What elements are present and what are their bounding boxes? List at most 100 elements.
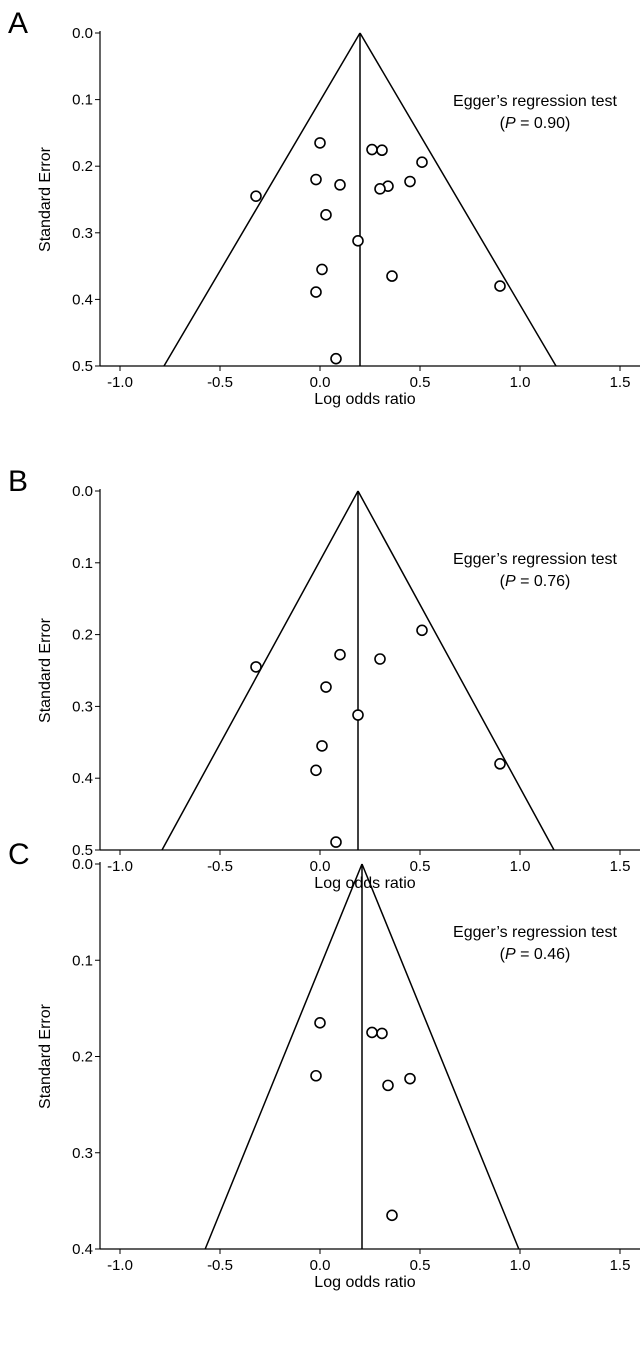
panel-label: B (8, 465, 28, 498)
study-point (320, 681, 332, 693)
y-tick-label: 0.4 (72, 770, 93, 787)
y-tick-label: 0.3 (72, 1145, 93, 1162)
p-value-text: = 0.90) (516, 115, 571, 132)
x-tick-label: -1.0 (107, 374, 133, 391)
panel-label: C (8, 838, 30, 871)
x-tick-label: 0.5 (410, 1257, 431, 1274)
p-symbol: P (505, 946, 516, 963)
y-tick-label: 0.2 (72, 158, 93, 175)
p-symbol: P (505, 573, 516, 590)
study-point (320, 209, 332, 221)
funnel-right-limit (359, 32, 557, 367)
y-axis-label: Standard Error (37, 146, 54, 252)
study-point (310, 286, 322, 298)
x-tick-label: -1.0 (107, 1257, 133, 1274)
x-tick-label: -1.0 (107, 858, 133, 875)
study-point (376, 1027, 388, 1040)
p-open-paren: ( (500, 946, 506, 963)
study-point (404, 1072, 416, 1085)
y-tick-label: 0.2 (72, 1049, 93, 1066)
y-tick-label: 0.1 (72, 555, 93, 572)
x-tick-label: -0.5 (207, 1257, 233, 1274)
y-tick-label: 0.5 (72, 358, 93, 375)
study-point (374, 183, 386, 195)
x-axis-label: Log odds ratio (314, 875, 416, 892)
study-point (382, 1079, 394, 1092)
x-tick-label: -0.5 (207, 374, 233, 391)
egger-test-title: Egger’s regression test (453, 93, 617, 110)
study-point (314, 1017, 326, 1029)
egger-test-title: Egger’s regression test (453, 924, 617, 941)
study-point (376, 144, 388, 157)
y-tick-label: 0.5 (72, 842, 93, 859)
study-point (404, 175, 416, 188)
x-axis-label: Log odds ratio (314, 391, 416, 408)
y-axis-label: Standard Error (37, 1003, 54, 1109)
egger-test-p-value: (P = 0.76) (500, 573, 571, 590)
study-point (494, 758, 506, 770)
x-tick-label: 0.5 (410, 374, 431, 391)
egger-test-title: Egger’s regression test (453, 551, 617, 568)
x-tick-label: 0.5 (410, 858, 431, 875)
x-tick-label: 1.0 (510, 1257, 531, 1274)
study-point (352, 234, 364, 247)
study-point (334, 179, 346, 191)
study-point (316, 263, 328, 276)
study-point (310, 1069, 322, 1082)
y-tick-label: 0.3 (72, 225, 93, 242)
y-tick-label: 0.0 (72, 483, 93, 500)
study-point (494, 280, 506, 292)
funnel-plot-panel-b: B 0.00.10.20.30.40.5-1.0 -0.5 0.0 0.5 1.0 1.5L… (8, 465, 640, 892)
study-point (352, 709, 364, 721)
study-point (416, 624, 428, 637)
x-tick-label: 0.0 (310, 1257, 331, 1274)
x-tick-label: -0.5 (207, 858, 233, 875)
study-point (316, 740, 328, 752)
x-tick-label: 0.0 (310, 374, 331, 391)
x-tick-label: 1.5 (610, 1257, 631, 1274)
study-point (314, 137, 326, 149)
y-tick-label: 0.3 (72, 698, 93, 715)
y-tick-label: 0.0 (72, 25, 93, 42)
funnel-right-limit (357, 490, 555, 851)
x-tick-label: 1.0 (510, 858, 531, 875)
study-point (310, 764, 322, 777)
funnel-left-limit (204, 863, 363, 1250)
panel-label: A (8, 7, 28, 40)
p-open-paren: ( (500, 115, 506, 132)
x-tick-label: 1.0 (510, 374, 531, 391)
x-axis-label: Log odds ratio (314, 1274, 416, 1291)
y-tick-label: 0.1 (72, 92, 93, 109)
study-point (330, 352, 342, 365)
y-tick-label: 0.1 (72, 952, 93, 969)
study-point (416, 156, 428, 169)
y-axis-label: Standard Error (37, 617, 54, 723)
study-point (386, 1209, 398, 1222)
study-point (310, 173, 322, 186)
study-point (366, 143, 378, 156)
x-tick-label: 0.0 (310, 858, 331, 875)
p-symbol: P (505, 115, 516, 132)
funnel-left-limit (163, 32, 361, 367)
p-value-text: = 0.46) (516, 946, 571, 963)
x-tick-label: 1.5 (610, 858, 631, 875)
p-open-paren: ( (500, 573, 506, 590)
p-value-text: = 0.76) (516, 573, 571, 590)
y-tick-label: 0.0 (72, 856, 93, 873)
study-point (366, 1026, 378, 1039)
study-point (334, 648, 346, 661)
study-point (250, 190, 262, 202)
y-tick-label: 0.2 (72, 627, 93, 644)
egger-test-p-value: (P = 0.90) (500, 115, 571, 132)
study-point (250, 661, 262, 673)
study-point (386, 270, 398, 282)
funnel-plot-panel-c: C 0.00.10.20.30.4-1.0 -0.5 0.0 0.5 1.0 1.5Log … (8, 838, 640, 1291)
y-tick-label: 0.4 (72, 1241, 93, 1258)
study-point (374, 653, 386, 665)
study-point (330, 836, 342, 848)
egger-test-p-value: (P = 0.46) (500, 946, 571, 963)
y-tick-label: 0.4 (72, 291, 93, 308)
funnel-plot-panel-a: A 0.0 0.1 0.2 0.3 0.4 0.5 -1.0 -0.5 0.0 0.5 1.0 1.5 L… (8, 7, 640, 408)
funnel-right-limit (361, 863, 520, 1250)
